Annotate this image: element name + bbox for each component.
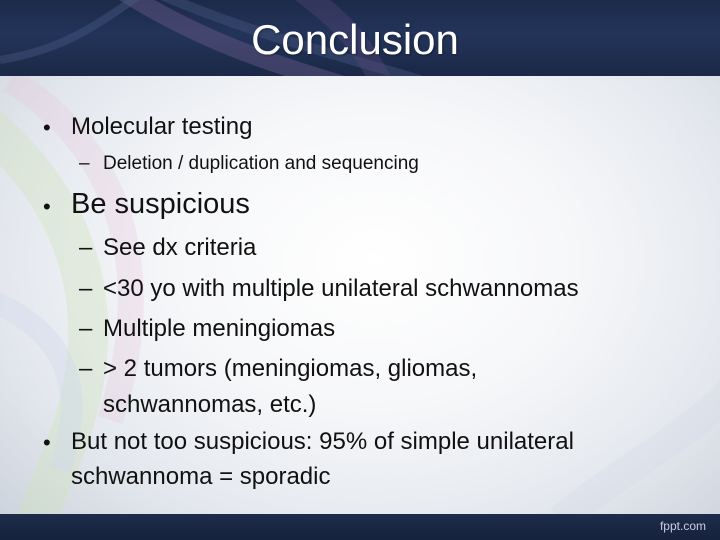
footer-bar (0, 514, 720, 540)
bullet-dot: • (43, 115, 51, 140)
sub-bullet-dash: – (79, 275, 93, 302)
sub-bullet-text: Multiple meningiomas (103, 315, 336, 342)
sub-bullet-text: Deletion / duplication and sequencing (103, 153, 419, 174)
bullet-dot: • (43, 430, 51, 455)
sub-bullet-text: > 2 tumors (meningiomas, gliomas, (103, 355, 478, 382)
sub-bullet-dash: – (79, 153, 90, 174)
sub-bullet-dash: – (79, 355, 93, 382)
sub-bullet-dash: – (79, 315, 93, 342)
sub-bullet-dash: – (79, 234, 93, 261)
bullet-text: Be suspicious (71, 188, 250, 220)
bullet-dot: • (43, 194, 51, 219)
slide-title: Conclusion (251, 16, 459, 63)
title-bar-dna-art (0, 0, 422, 76)
bullet-text: But not too suspicious: 95% of simple un… (71, 428, 574, 455)
bullet-text: Molecular testing (71, 113, 253, 140)
sub-bullet-text-continuation: schwannomas, etc.) (103, 391, 317, 418)
footer-watermark: fppt.com (659, 519, 706, 533)
sub-bullet-text: <30 yo with multiple unilateral schwanno… (103, 275, 579, 302)
bullet-text-continuation: schwannoma = sporadic (71, 463, 331, 490)
title-bar: Conclusion (0, 0, 720, 76)
sub-bullet-text: See dx criteria (103, 234, 257, 261)
